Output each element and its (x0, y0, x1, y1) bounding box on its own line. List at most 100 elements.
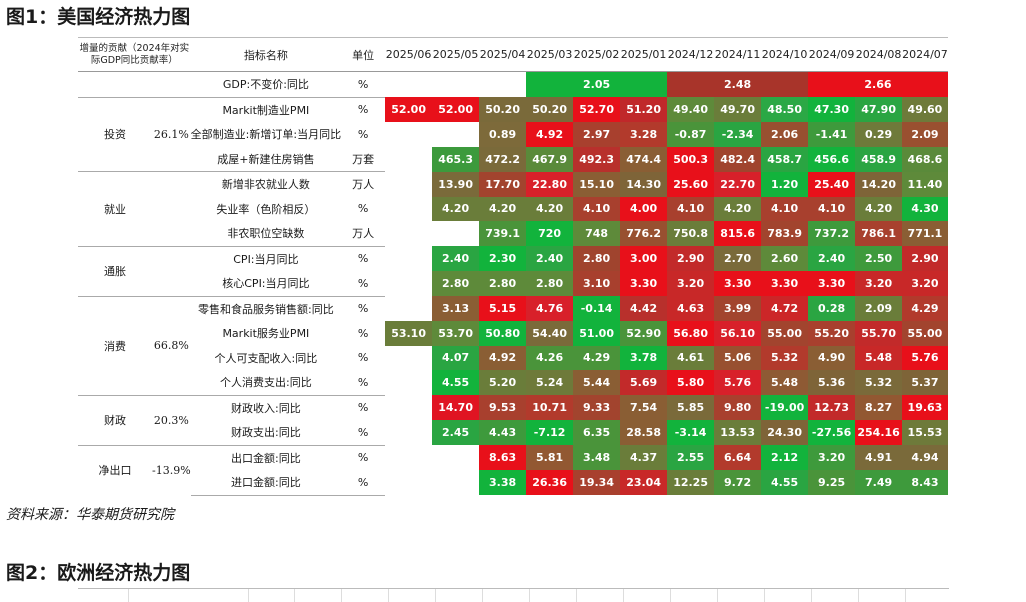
heatmap-cell: 4.76 (526, 296, 574, 321)
indicator-name: 财政支出:同比 (231, 426, 301, 440)
heatmap-cell: 4.20 (714, 196, 762, 221)
indicator-name: 失业率（色阶相反） (216, 202, 316, 216)
category-label: 投资 (78, 96, 152, 172)
heatmap-cell: 748 (573, 221, 621, 246)
heatmap-cell: 2.05 (526, 71, 668, 97)
heatmap-cell: 4.63 (667, 296, 715, 321)
heatmap-cell-empty (432, 470, 480, 495)
contribution-value: 26.1% (152, 96, 191, 172)
heatmap-cell: 1.20 (761, 171, 809, 197)
heatmap-cell: 8.63 (479, 445, 527, 470)
heatmap-cell: 3.28 (620, 122, 668, 147)
unit-label: % (357, 276, 369, 290)
heatmap-cell: 7.54 (620, 395, 668, 420)
unit-label: 万套 (352, 152, 375, 166)
heatmap-cell-empty (385, 345, 433, 370)
heatmap-cell: 2.40 (432, 246, 480, 271)
heatmap-cell: 4.26 (526, 345, 574, 370)
heatmap-cell: 5.44 (573, 370, 621, 395)
heatmap-cell: 467.9 (526, 146, 574, 172)
heatmap-cell-empty (385, 395, 433, 420)
heatmap-cell-empty (385, 246, 433, 271)
heatmap-cell: 4.91 (855, 445, 903, 470)
heatmap-cell: 4.29 (573, 345, 621, 370)
header-month: 2024/11 (714, 37, 762, 72)
heatmap-cell: 2.90 (667, 246, 715, 271)
table-row: 就业 新增非农就业人数 万人 13.90 17.70 22.80 15.10 14.30 25.… (78, 171, 948, 246)
heatmap-cell: 8.43 (902, 470, 948, 495)
heatmap-cell: 7.49 (855, 470, 903, 495)
heatmap-cell: 52.70 (573, 97, 621, 122)
header-month: 2025/03 (526, 37, 574, 72)
heatmap-cell: 3.99 (714, 296, 762, 321)
heatmap-cell: 472.2 (479, 146, 527, 172)
heatmap-cell: 49.70 (714, 97, 762, 122)
heatmap-cell-empty (432, 445, 480, 470)
heatmap-cell: 458.7 (761, 146, 809, 172)
table-row: 成屋+新建住房销售 万套 465.3 472.2 467.9 492.3 474.4 500.… (78, 146, 948, 172)
indicator-name: 全部制造业:新增订单:当月同比 (190, 128, 342, 142)
heatmap-cell: 4.37 (620, 445, 668, 470)
heatmap-cell: 15.10 (573, 171, 621, 197)
heatmap-cell: 4.92 (526, 122, 574, 147)
heatmap-cell: 22.80 (526, 171, 574, 197)
heatmap-cell: 482.4 (714, 146, 762, 172)
header-contribution: 增量的贡献（2024年对实际GDP同比贡献率） (78, 37, 191, 72)
header-month: 2024/08 (855, 37, 903, 72)
heatmap-cell: 5.48 (855, 345, 903, 370)
unit-label: % (341, 394, 386, 420)
figure-2-table-top-edge (78, 588, 949, 602)
heatmap-cell: 48.50 (761, 97, 809, 122)
heatmap-cell: 4.20 (479, 196, 527, 221)
heatmap-cell: 14.30 (620, 171, 668, 197)
heatmap-cell: 51.00 (573, 321, 621, 346)
header-month: 2024/10 (761, 37, 809, 72)
heatmap-cell: 739.1 (479, 221, 527, 246)
unit-label: % (341, 444, 386, 470)
heatmap-cell: 2.30 (479, 246, 527, 271)
figure-1-title: 图1：美国经济热力图 (6, 6, 191, 28)
heatmap-cell: 4.55 (761, 470, 809, 495)
heatmap-cell: 28.58 (620, 420, 668, 445)
heatmap-cell: 52.00 (385, 97, 433, 122)
heatmap-cell: 2.09 (855, 296, 903, 321)
heatmap-cell: 468.6 (902, 146, 948, 172)
heatmap-cell: 54.40 (526, 321, 574, 346)
heatmap-cell: 771.1 (902, 221, 948, 246)
heatmap-cell: 5.85 (667, 395, 715, 420)
heatmap-cell: 3.30 (808, 271, 856, 296)
category-label: 消费 (78, 295, 152, 395)
heatmap-cell-empty (432, 122, 480, 147)
heatmap-cell: 465.3 (432, 146, 480, 172)
heatmap-cell: 4.20 (526, 196, 574, 221)
heatmap-cell: 254.16 (855, 420, 903, 445)
header-month: 2024/07 (902, 37, 948, 72)
indicator-name: 零售和食品服务销售额:同比 (190, 295, 342, 321)
heatmap-cell: 456.6 (808, 146, 856, 172)
heatmap-cell: 5.32 (855, 370, 903, 395)
heatmap-cell-empty (385, 146, 433, 172)
contribution-value: 66.8% (152, 295, 191, 395)
heatmap-cell: 47.30 (808, 97, 856, 122)
heatmap-cell: 5.32 (761, 345, 809, 370)
heatmap-cell: 47.90 (855, 97, 903, 122)
table-row: GDP:不变价:同比% 2.05 2.48 2.66 (78, 71, 948, 97)
heatmap-cell: 3.48 (573, 445, 621, 470)
heatmap-cell: 53.10 (385, 321, 433, 346)
heatmap-cell: 458.9 (855, 146, 903, 172)
source-note: 资料来源：华泰期货研究院 (6, 507, 174, 523)
heatmap-cell: -2.34 (714, 122, 762, 147)
heatmap-cell: 5.36 (808, 370, 856, 395)
heatmap-cell: 5.48 (761, 370, 809, 395)
heatmap-cell: 50.20 (526, 97, 574, 122)
heatmap-cell: 5.76 (902, 345, 948, 370)
indicator-name: Markit制造业PMI (190, 96, 342, 122)
contribution-value (152, 245, 191, 296)
heatmap-cell: 6.35 (573, 420, 621, 445)
contribution-value: 20.3% (152, 394, 191, 445)
heatmap-cell: 2.70 (714, 246, 762, 271)
category-label (78, 71, 152, 97)
heatmap-cell: 4.72 (761, 296, 809, 321)
heatmap-cell: 786.1 (855, 221, 903, 246)
heatmap-cell: 55.00 (761, 321, 809, 346)
